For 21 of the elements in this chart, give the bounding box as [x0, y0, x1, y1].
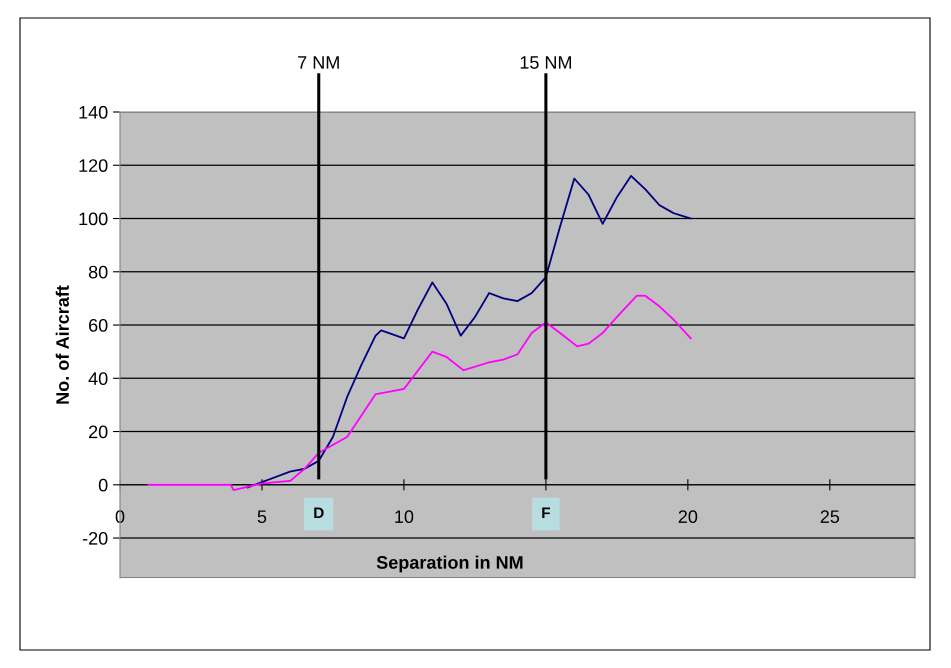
x-tick-label: 20: [678, 510, 698, 524]
y-axis-title: No. of Aircraft: [56, 285, 69, 404]
y-tick-label: 0: [98, 478, 108, 492]
y-tick-label: -20: [82, 532, 108, 545]
x-tick-label: 5: [258, 510, 266, 524]
annotation: F: [542, 508, 550, 518]
y-tick-label: 20: [89, 425, 108, 438]
y-tick-label: 40: [88, 372, 108, 386]
x-tick-label: 10: [395, 510, 414, 524]
y-tick-label: 120: [79, 159, 108, 172]
line-series: [147, 294, 692, 492]
ref-line-label: 15 NM: [520, 56, 571, 69]
y-tick-label: 80: [88, 266, 108, 278]
y-tick-label: 60: [89, 318, 108, 332]
y-tick-label: 140: [79, 106, 108, 119]
line-series: [246, 175, 692, 488]
annotation: D: [314, 508, 324, 518]
x-axis-title: Separation in NM: [376, 556, 522, 572]
x-tick-label: 25: [820, 510, 840, 524]
y-tick-label: 100: [79, 212, 108, 226]
ref-line-label: 7 NM: [298, 56, 339, 69]
